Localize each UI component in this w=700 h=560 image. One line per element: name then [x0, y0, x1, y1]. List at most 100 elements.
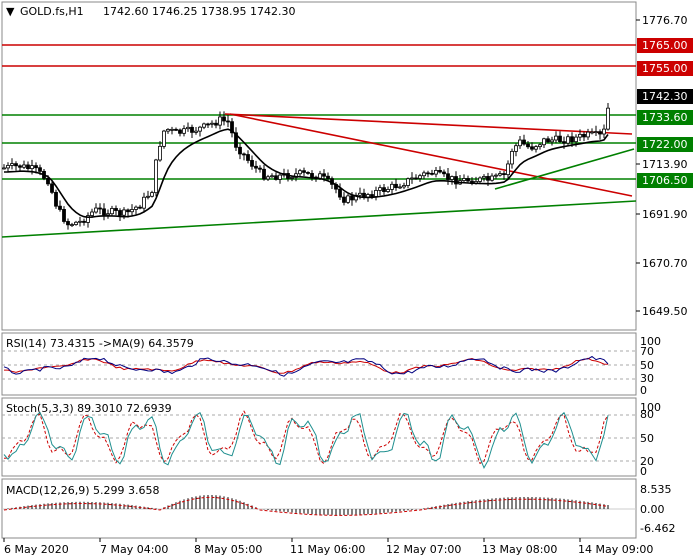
time-label-3: 11 May 06:00: [290, 543, 365, 556]
time-label-6: 14 May 09:00: [578, 543, 653, 556]
candle-body: [326, 175, 330, 180]
candle-body: [166, 129, 170, 132]
price-axis: 1776.70 1713.90 1691.90 1670.70 1649.50: [636, 14, 688, 318]
axis-label-1691: 1691.90: [642, 208, 688, 221]
svg-text:50: 50: [640, 432, 654, 445]
candle-body: [566, 136, 570, 144]
candle-body: [2, 167, 6, 170]
candle-body: [50, 183, 54, 193]
candle-body: [150, 192, 154, 197]
price-tag-current: 1742.30: [637, 89, 693, 104]
candle-body: [242, 153, 246, 156]
svg-text:100: 100: [640, 401, 661, 414]
support-trendline-short[interactable]: [494, 148, 635, 190]
candle-body: [402, 185, 406, 188]
candle-body: [26, 164, 30, 170]
candle-body: [182, 128, 186, 134]
candle-body: [370, 194, 374, 197]
candle-body: [194, 130, 198, 133]
candle-body: [434, 170, 438, 175]
time-axis: 6 May 2020 7 May 04:00 8 May 05:00 11 Ma…: [3, 538, 653, 556]
axis-label-1713: 1713.90: [642, 158, 688, 171]
candle-body: [546, 138, 550, 143]
candle-body: [170, 128, 174, 131]
ohlc-values: 1742.60 1746.25 1738.95 1742.30: [103, 5, 295, 18]
candle-body: [518, 139, 522, 147]
candle-body: [322, 173, 326, 177]
candle-body: [602, 128, 606, 135]
candle-body: [90, 211, 94, 216]
candle-body: [106, 213, 110, 216]
candle-body: [62, 209, 66, 222]
support-trendline-long[interactable]: [1, 200, 637, 238]
time-label-1: 7 May 04:00: [100, 543, 168, 556]
candle-body: [374, 190, 378, 197]
candle-body: [410, 177, 414, 180]
candle-body: [338, 188, 342, 198]
candle-body: [126, 209, 130, 213]
candle-body: [122, 209, 126, 216]
candle-body: [114, 208, 118, 211]
candle-body: [306, 172, 310, 174]
candle-body: [274, 175, 278, 180]
candle-body: [506, 163, 510, 176]
candle-body: [514, 145, 518, 152]
svg-text:1722.00: 1722.00: [642, 138, 688, 151]
candle-body: [426, 172, 430, 175]
svg-text:50: 50: [640, 359, 654, 372]
main-panel: [1, 1, 637, 331]
candle-body: [218, 116, 222, 126]
candle-body: [526, 143, 530, 148]
candle-body: [86, 215, 90, 223]
svg-text:-6.462: -6.462: [640, 522, 675, 535]
svg-text:1765.00: 1765.00: [642, 39, 688, 52]
macd-title: MACD(12,26,9) 5.299 3.658: [6, 484, 160, 497]
candle-body: [398, 186, 402, 189]
candle-body: [538, 144, 542, 148]
symbol-menu-icon[interactable]: ▼: [6, 5, 15, 18]
macd-histogram: [7, 495, 609, 515]
candle-body: [22, 164, 26, 168]
candle-body: [14, 163, 18, 167]
svg-text:20: 20: [640, 455, 654, 468]
svg-text:70: 70: [640, 345, 654, 358]
candle-body: [310, 173, 314, 178]
candle-body: [234, 132, 238, 148]
svg-text:0.00: 0.00: [640, 503, 665, 516]
rsi-line: [3, 355, 609, 377]
candle-body: [534, 146, 538, 150]
candle-body: [202, 123, 206, 128]
candle-body: [94, 207, 98, 213]
candle-body: [298, 170, 302, 175]
candle-body: [54, 191, 58, 207]
candle-body: [570, 136, 574, 143]
candle-body: [10, 163, 14, 166]
candle-body: [262, 168, 266, 180]
candle-body: [78, 220, 82, 223]
resistance-trendline-upper[interactable]: [224, 113, 633, 135]
svg-text:0: 0: [640, 465, 647, 478]
candle-body: [590, 131, 594, 134]
candle-body: [554, 135, 558, 141]
candle-body: [582, 133, 586, 138]
candle-body: [414, 177, 418, 180]
candle-body: [254, 165, 258, 169]
candle-body: [186, 126, 190, 130]
candle-body: [378, 187, 382, 191]
rsi-axis: 100 70 50 30 0: [640, 335, 661, 397]
price-tag-1722: 1722.00: [637, 137, 693, 152]
candle-body: [422, 172, 426, 177]
candle-body: [382, 187, 386, 192]
axis-label-1776: 1776.70: [642, 14, 688, 27]
candle-body: [266, 176, 270, 180]
axis-label-1670: 1670.70: [642, 257, 688, 270]
candle-body: [574, 136, 578, 143]
candle-body: [66, 221, 70, 226]
symbol-label: GOLD.fs,H1: [20, 5, 84, 18]
candle-body: [598, 131, 602, 135]
candle-body: [606, 107, 610, 130]
candle-body: [394, 183, 398, 189]
svg-text:100: 100: [640, 335, 661, 348]
resistance-trendline-lower[interactable]: [229, 113, 633, 197]
